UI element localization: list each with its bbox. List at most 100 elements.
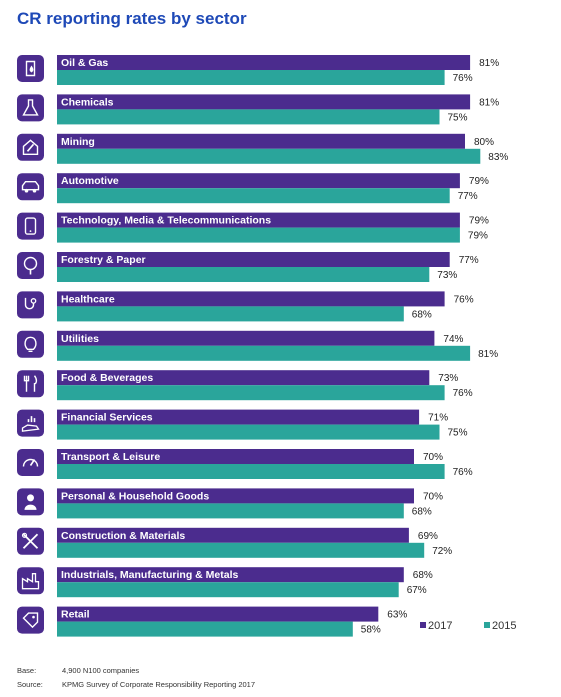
sector-icon-box [17,173,44,201]
sector-label: Utilities [61,333,99,345]
value-label-2017: 69% [418,531,438,542]
bar-2015 [57,621,353,637]
value-label-2017: 70% [423,491,443,502]
bar-2017 [57,488,414,504]
bar-2015 [57,188,450,204]
sector-row: Oil & Gas 81% 76% [17,55,499,85]
tree-icon [23,256,38,275]
value-label-2015: 67% [407,585,427,596]
footer-source: Source: KPMG Survey of Corporate Responsi… [17,680,255,689]
bar-2017 [57,212,460,228]
bar-2017 [57,567,404,583]
hand-coins-icon [21,416,40,432]
sector-icon-box [17,488,44,516]
value-label-2017: 79% [469,216,489,227]
value-label-2015: 68% [412,309,432,320]
stethoscope-icon [24,297,37,310]
bar-2015 [57,227,460,243]
value-label-2015: 76% [453,467,473,478]
sector-label: Industrials, Manufacturing & Metals [61,569,239,581]
sector-icon-box [17,370,44,398]
sector-row: Financial Services 71%75% [17,409,468,440]
legend-swatch-2017 [420,622,426,628]
value-label-2017: 71% [428,413,448,424]
bar-2017 [57,409,420,425]
bar-2015 [57,148,481,164]
sector-label: Forestry & Paper [61,254,146,266]
sector-label: Construction & Materials [61,530,185,542]
factory-icon [21,573,40,590]
footer-base-label: Base: [17,666,37,675]
bar-2015 [57,109,440,125]
bar-2017 [57,449,414,464]
sector-row: Automotive 79% 77% [17,173,489,204]
footer-source-label: Source: [17,680,43,689]
value-label-2017: 74% [443,334,463,345]
value-label-2015: 75% [448,112,468,123]
sector-row: Construction & Materials 69% 72% [17,527,452,558]
sector-label: Mining [61,136,95,148]
bar-2017 [57,173,460,189]
sector-label: Automotive [61,175,119,187]
sector-row: Food & Beverages 73% 76% [17,370,473,401]
value-label-2017: 76% [454,294,474,305]
sector-row: Personal & Household Goods 70% 68% [17,488,443,519]
value-label-2017: 73% [438,373,458,384]
legend-label-2017: 2017 [428,620,452,632]
sector-label: Personal & Household Goods [61,490,209,502]
bar-2017 [57,291,445,307]
oil-drop-icon [25,60,36,77]
sector-label: Oil & Gas [61,57,108,69]
sector-row: Utilities 74% 81% [17,330,498,361]
sector-label: Food & Beverages [61,372,153,384]
mine-icon [22,139,39,156]
lightbulb-icon [24,336,37,352]
bar-2015 [57,345,471,361]
sector-icon-box [17,449,44,476]
sector-row: Industrials, Manufacturing & Metals 68% 67… [17,567,433,598]
bar-2017 [57,252,450,267]
value-label-2017: 81% [479,97,499,108]
bar-2015 [57,424,440,440]
flask-icon [22,99,39,116]
price-tag-icon [22,612,39,629]
value-label-2015: 75% [448,428,468,439]
value-label-2017: 70% [423,452,443,463]
car-icon [21,180,40,193]
value-label-2017: 68% [413,570,433,581]
sector-icon-box [17,330,44,358]
value-label-2015: 79% [468,231,488,242]
sector-icon-box [17,212,44,240]
value-label-2017: 79% [469,176,489,187]
sector-row: Chemicals 81% 75% [17,94,499,125]
bar-2017 [57,133,465,149]
chart-title: CR reporting rates by sector [17,9,247,28]
footer-source-value: KPMG Survey of Corporate Responsibility … [62,680,256,689]
bar-2015 [57,542,425,558]
value-label-2015: 83% [488,152,508,163]
legend-swatch-2015 [484,622,490,628]
footer-base: Base: 4,900 N100 companies [17,666,139,675]
sector-label: Technology, Media & Telecommunications [61,215,271,227]
sector-label: Transport & Leisure [61,451,160,463]
value-label-2015: 76% [453,73,473,84]
value-label-2015: 68% [412,506,432,517]
sector-row: Technology, Media & Telecommunications 79… [17,212,489,243]
value-label-2015: 58% [361,625,381,636]
sector-label: Healthcare [61,293,115,305]
sector-row: Healthcare 76% 68% [17,291,474,322]
value-label-2015: 76% [453,388,473,399]
value-label-2015: 72% [432,546,452,557]
sector-icon-box [17,606,44,634]
value-label-2017: 63% [387,610,407,621]
bar-chart: Oil & Gas 81% 76% Chemicals 81% 75% Mining 80% 8… [17,55,516,637]
bar-2015 [57,503,404,519]
sector-icon-box [17,252,44,279]
bar-2015 [57,582,399,598]
sector-icon-box [17,409,44,437]
sector-row: Forestry & Paper 77%73% [17,252,479,282]
bar-2015 [57,306,404,322]
value-label-2015: 81% [478,349,498,360]
bar-2017 [57,527,409,543]
sector-label: Financial Services [61,412,153,424]
